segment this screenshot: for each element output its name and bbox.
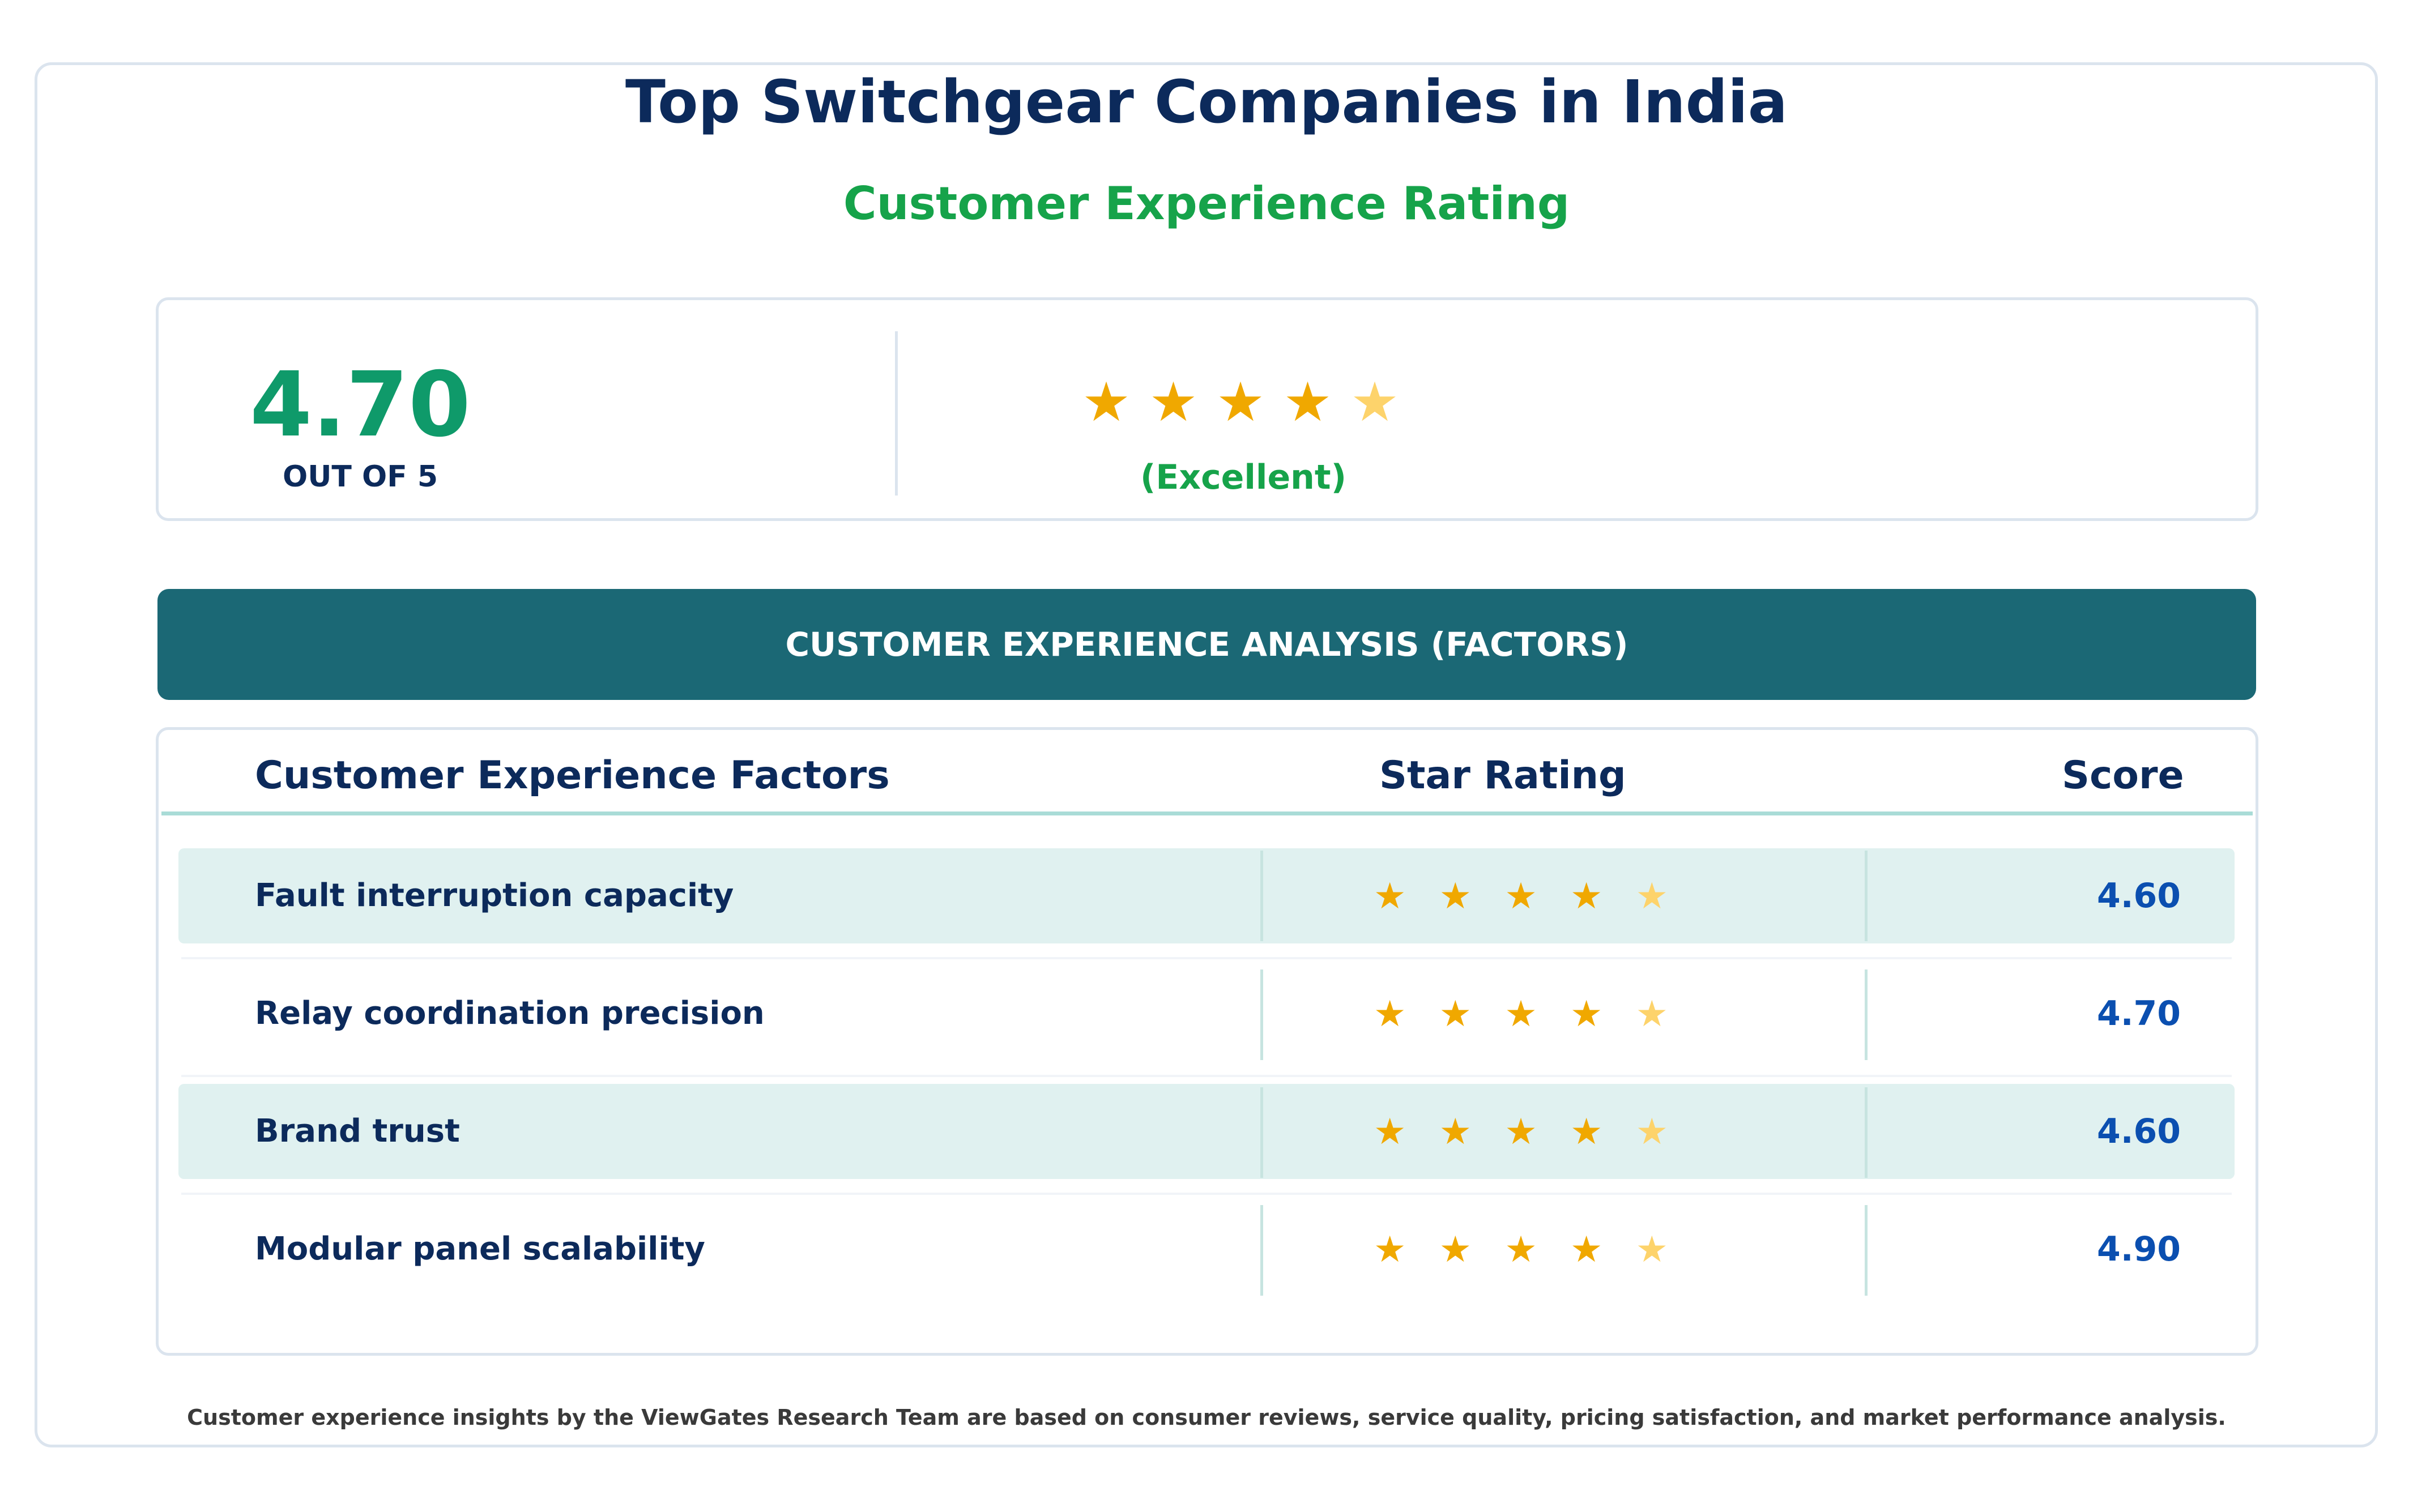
- column-divider: [1260, 1205, 1263, 1296]
- rating-label: (Excellent): [1140, 458, 1346, 497]
- factor-score: 4.90: [2096, 1229, 2181, 1269]
- star-half-icon: ★: [1635, 993, 1668, 1035]
- factor-score: 4.60: [2096, 876, 2181, 916]
- column-divider: [1260, 969, 1263, 1060]
- star-icon: ★: [1374, 1229, 1406, 1271]
- factor-star-rating: ★ ★ ★ ★ ★: [1374, 992, 1668, 1037]
- section-banner: CUSTOMER EXPERIENCE ANALYSIS (FACTORS): [157, 589, 2256, 700]
- row-separator: [181, 957, 2232, 959]
- factor-name: Brand trust: [255, 1113, 460, 1150]
- overall-star-rating: ★ ★ ★ ★ ★: [1082, 368, 1399, 436]
- star-icon: ★: [1570, 993, 1603, 1035]
- page-subtitle: Customer Experience Rating: [843, 177, 1570, 230]
- header-divider: [161, 811, 2253, 815]
- column-divider: [1865, 969, 1868, 1060]
- row-separator: [181, 1075, 2232, 1077]
- factor-star-rating: ★ ★ ★ ★ ★: [1374, 874, 1668, 919]
- column-divider: [1260, 851, 1263, 941]
- star-icon: ★: [1216, 370, 1265, 434]
- out-of-label: OUT OF 5: [282, 460, 438, 494]
- star-icon: ★: [1439, 993, 1472, 1035]
- column-header-score: Score: [2062, 753, 2184, 798]
- star-icon: ★: [1504, 875, 1537, 917]
- star-icon: ★: [1570, 1229, 1603, 1271]
- star-icon: ★: [1082, 370, 1131, 434]
- summary-divider: [895, 331, 898, 496]
- star-half-icon: ★: [1350, 370, 1399, 434]
- star-icon: ★: [1374, 993, 1406, 1035]
- column-divider: [1260, 1087, 1263, 1178]
- star-half-icon: ★: [1635, 875, 1668, 917]
- star-icon: ★: [1439, 1229, 1472, 1271]
- star-icon: ★: [1374, 875, 1406, 917]
- overall-score: 4.70: [250, 353, 471, 457]
- star-icon: ★: [1570, 1111, 1603, 1153]
- factor-star-rating: ★ ★ ★ ★ ★: [1374, 1109, 1668, 1155]
- star-icon: ★: [1439, 1111, 1472, 1153]
- factor-star-rating: ★ ★ ★ ★ ★: [1374, 1227, 1668, 1272]
- footnote: Customer experience insights by the View…: [187, 1405, 2226, 1430]
- column-header-factors: Customer Experience Factors: [255, 753, 890, 798]
- column-divider: [1865, 1205, 1868, 1296]
- factor-score: 4.70: [2096, 994, 2181, 1033]
- page-title: Top Switchgear Companies in India: [625, 67, 1788, 136]
- row-separator: [181, 1193, 2232, 1195]
- column-divider: [1865, 1087, 1868, 1178]
- table-row: [178, 1084, 2235, 1179]
- star-half-icon: ★: [1635, 1111, 1668, 1153]
- factors-table: [156, 727, 2258, 1356]
- factor-name: Relay coordination precision: [255, 995, 765, 1032]
- column-divider: [1865, 851, 1868, 941]
- factor-score: 4.60: [2096, 1112, 2181, 1151]
- factor-name: Fault interruption capacity: [255, 877, 734, 914]
- star-icon: ★: [1504, 1111, 1537, 1153]
- star-icon: ★: [1504, 1229, 1537, 1271]
- factor-name: Modular panel scalability: [255, 1231, 705, 1267]
- star-icon: ★: [1570, 875, 1603, 917]
- star-icon: ★: [1439, 875, 1472, 917]
- star-icon: ★: [1149, 370, 1198, 434]
- star-icon: ★: [1374, 1111, 1406, 1153]
- star-icon: ★: [1504, 993, 1537, 1035]
- star-icon: ★: [1283, 370, 1332, 434]
- column-header-star-rating: Star Rating: [1379, 753, 1626, 798]
- summary-panel: [156, 297, 2258, 521]
- table-row: [178, 848, 2235, 943]
- star-half-icon: ★: [1635, 1229, 1668, 1271]
